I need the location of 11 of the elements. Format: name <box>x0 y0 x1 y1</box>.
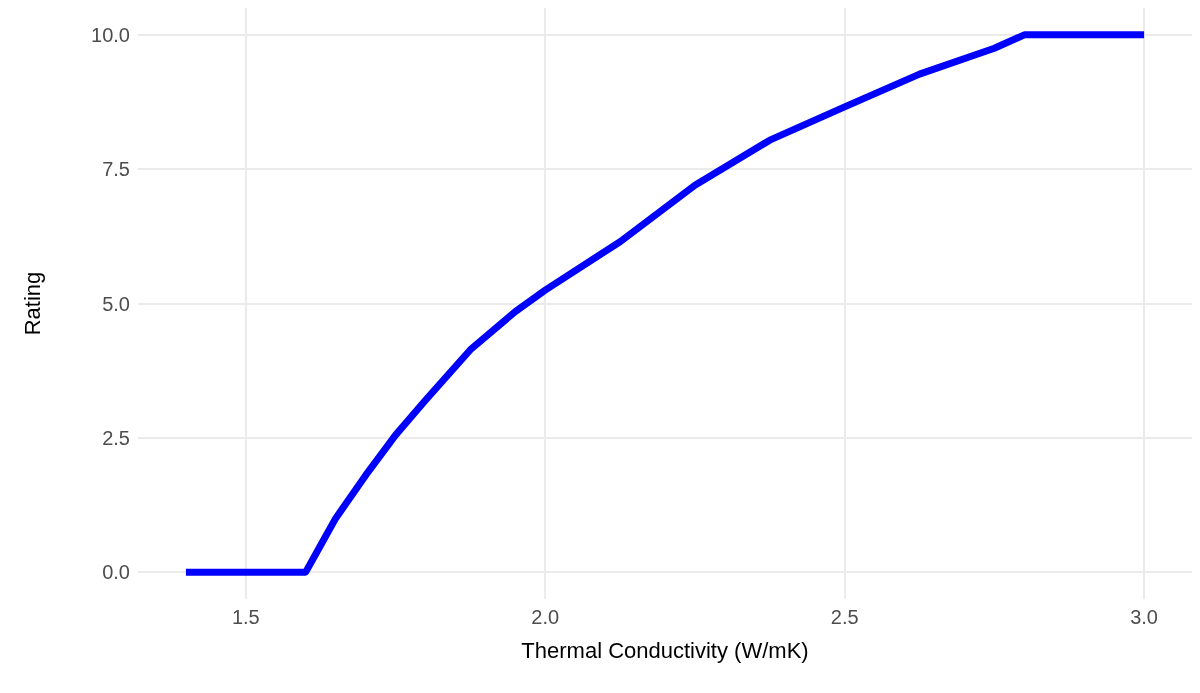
y-tick-label: 0.0 <box>102 561 130 584</box>
y-tick-label: 5.0 <box>102 292 130 315</box>
y-tick-label: 10.0 <box>91 23 130 46</box>
y-axis-title: Rating <box>19 271 45 336</box>
x-tick-label: 1.5 <box>231 606 260 628</box>
x-axis-title: Thermal Conductivity (W/mK) <box>521 637 809 663</box>
x-tick-label: 2.5 <box>830 606 859 628</box>
y-tick-label: 2.5 <box>102 426 130 449</box>
x-tick-label: 3.0 <box>1130 606 1158 628</box>
y-tick-label: 7.5 <box>102 158 130 181</box>
x-tick-label: 2.0 <box>531 606 560 628</box>
